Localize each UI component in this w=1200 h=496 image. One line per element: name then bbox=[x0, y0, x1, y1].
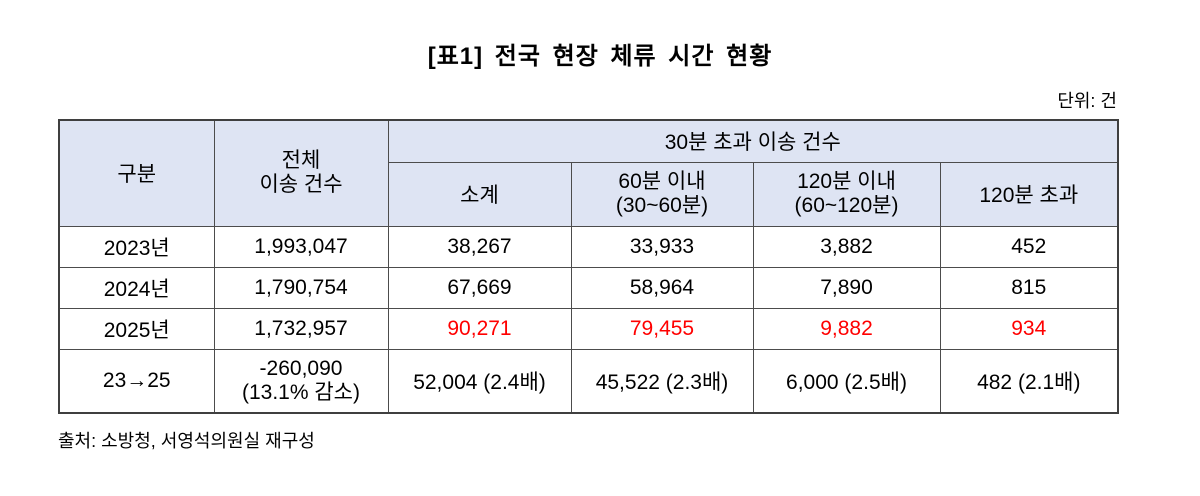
header-row-group: 구분 전체 이송 건수 30분 초과 이송 건수 bbox=[58, 119, 1119, 227]
header-total-transfers: 전체 이송 건수 bbox=[213, 119, 389, 227]
cell-total: 1,993,047 bbox=[213, 225, 389, 268]
header-over120: 120분 초과 bbox=[939, 161, 1119, 227]
source-note: 출처: 소방청, 서영석의원실 재구성 bbox=[58, 431, 315, 451]
cell-over120: 815 bbox=[939, 266, 1119, 309]
header-over30-group: 30분 초과 이송 건수 bbox=[387, 119, 1119, 163]
transfer-time-table: 구분 전체 이송 건수 30분 초과 이송 건수 소계 60분 이내 (30~6… bbox=[58, 119, 1120, 414]
cell-subtotal: 67,669 bbox=[387, 266, 572, 309]
cell-within120: 3,882 bbox=[752, 225, 941, 268]
header-within60: 60분 이내 (30~60분) bbox=[570, 161, 754, 227]
cell-year: 2025년 bbox=[58, 307, 215, 350]
header-within120: 120분 이내 (60~120분) bbox=[752, 161, 941, 227]
table-row-2023: 2023년 1,993,047 38,267 33,933 3,882 452 bbox=[58, 225, 1119, 268]
cell-within120-highlighted: 9,882 bbox=[752, 307, 941, 350]
cell-subtotal-highlighted: 90,271 bbox=[387, 307, 572, 350]
unit-label: 단위: 건 bbox=[1057, 91, 1117, 111]
cell-subtotal-change: 52,004 (2.4배) bbox=[387, 348, 572, 414]
cell-year: 2023년 bbox=[58, 225, 215, 268]
cell-total: 1,790,754 bbox=[213, 266, 389, 309]
cell-over120: 452 bbox=[939, 225, 1119, 268]
cell-period: 23→25 bbox=[58, 348, 215, 414]
table-body: 2023년 1,993,047 38,267 33,933 3,882 452 … bbox=[58, 225, 1119, 414]
table-row-2024: 2024년 1,790,754 67,669 58,964 7,890 815 bbox=[58, 266, 1119, 309]
table-title: [표1] 전국 현장 체류 시간 현황 bbox=[427, 43, 773, 70]
table-row-change-23-25: 23→25 -260,090 (13.1% 감소) 52,004 (2.4배) … bbox=[58, 348, 1119, 414]
cell-within120: 7,890 bbox=[752, 266, 941, 309]
cell-over120-change: 482 (2.1배) bbox=[939, 348, 1119, 414]
table-header: 구분 전체 이송 건수 30분 초과 이송 건수 소계 60분 이내 (30~6… bbox=[58, 119, 1119, 227]
cell-within120-change: 6,000 (2.5배) bbox=[752, 348, 941, 414]
cell-within60-highlighted: 79,455 bbox=[570, 307, 754, 350]
cell-year: 2024년 bbox=[58, 266, 215, 309]
cell-total-change: -260,090 (13.1% 감소) bbox=[213, 348, 389, 414]
header-subtotal: 소계 bbox=[387, 161, 572, 227]
header-row-sub: 소계 60분 이내 (30~60분) 120분 이내 (60~120분) 120… bbox=[59, 161, 1119, 227]
cell-within60: 58,964 bbox=[570, 266, 754, 309]
header-category: 구분 bbox=[58, 119, 215, 227]
cell-subtotal: 38,267 bbox=[387, 225, 572, 268]
cell-over120-highlighted: 934 bbox=[939, 307, 1119, 350]
cell-within60: 33,933 bbox=[570, 225, 754, 268]
table-row-2025: 2025년 1,732,957 90,271 79,455 9,882 934 bbox=[58, 307, 1119, 350]
cell-within60-change: 45,522 (2.3배) bbox=[570, 348, 754, 414]
cell-total: 1,732,957 bbox=[213, 307, 389, 350]
